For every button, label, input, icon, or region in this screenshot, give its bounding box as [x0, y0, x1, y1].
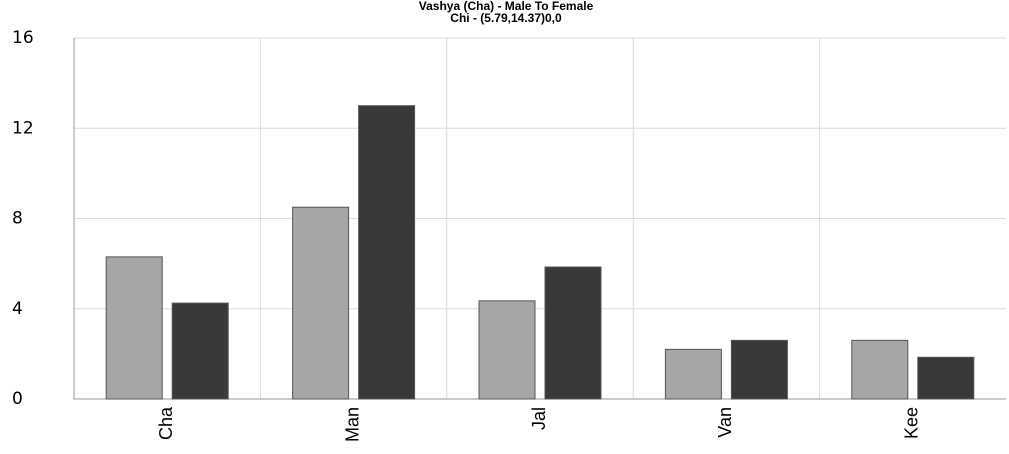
x-tick-label: Cha	[156, 406, 176, 440]
chart-title: Vashya (Cha) - Male To Female	[419, 0, 594, 13]
bar	[664, 348, 722, 400]
bar	[358, 105, 416, 400]
y-tick-label: 16	[12, 28, 34, 48]
y-tick-label: 0	[12, 389, 23, 409]
bar	[171, 302, 229, 400]
x-tick-label: Man	[342, 407, 362, 442]
y-tick-label: 4	[12, 299, 23, 319]
x-tick-label: Jal	[529, 407, 549, 430]
bar	[105, 256, 163, 400]
bar	[292, 206, 350, 400]
bar	[917, 356, 975, 400]
x-tick-label: Van	[715, 407, 735, 438]
bar	[478, 300, 536, 400]
y-tick-label: 8	[12, 209, 23, 229]
x-tick-label: Kee	[902, 407, 922, 439]
chart-subtitle: Chi - (5.79,14.37)0,0	[450, 11, 562, 25]
y-tick-label: 12	[12, 118, 34, 138]
bar	[730, 339, 788, 400]
bar	[544, 266, 602, 400]
bar	[851, 339, 909, 400]
